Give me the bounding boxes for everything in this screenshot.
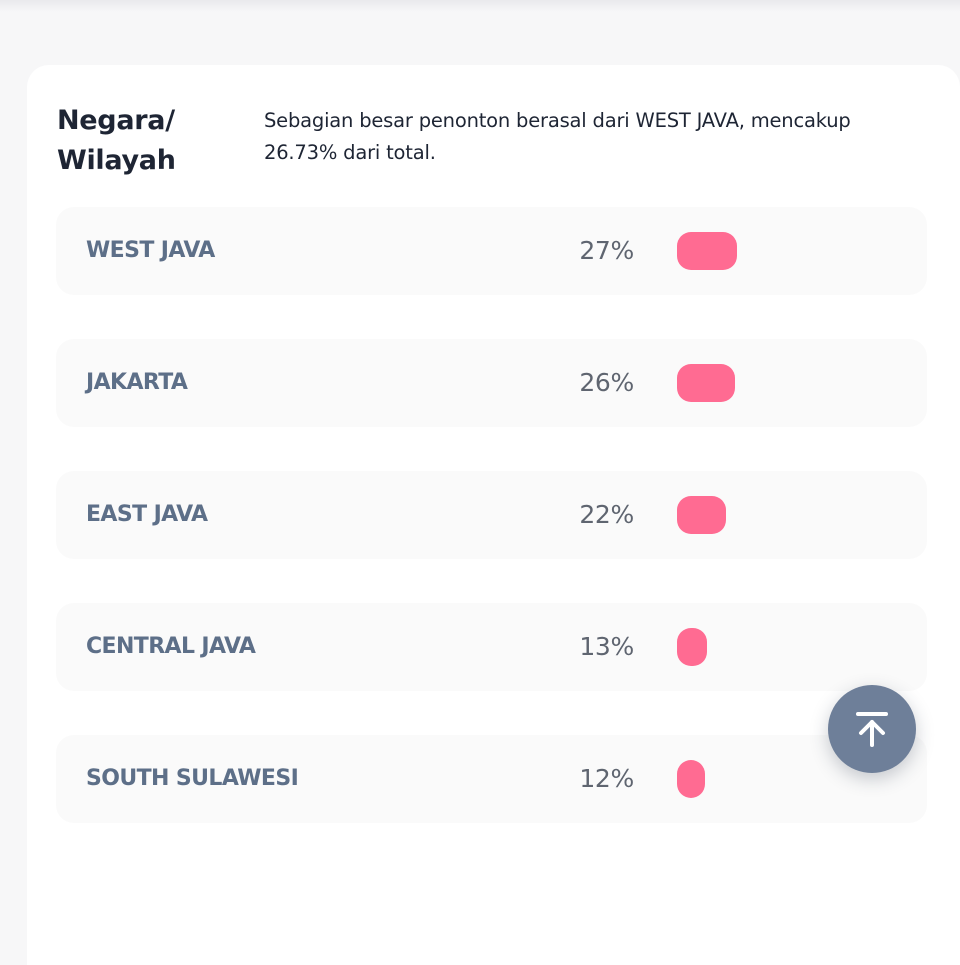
region-label: JAKARTA — [86, 370, 188, 395]
region-bar-track — [677, 628, 897, 666]
region-percent: 27% — [579, 236, 634, 265]
region-row: EAST JAVA 22% — [56, 471, 927, 559]
region-bar-track — [677, 364, 897, 402]
region-list: WEST JAVA 27% JAKARTA 26% EAST JAVA 22% … — [56, 207, 927, 867]
summary-text: Sebagian besar penonton berasal dari WES… — [264, 109, 851, 164]
region-bar-track — [677, 232, 897, 270]
region-label: EAST JAVA — [86, 502, 208, 527]
region-label: CENTRAL JAVA — [86, 634, 256, 659]
region-bar — [677, 628, 708, 666]
region-bar-track — [677, 496, 897, 534]
region-row: JAKARTA 26% — [56, 339, 927, 427]
section-title: Negara/ Wilayah — [57, 105, 176, 176]
region-label: SOUTH SULAWESI — [86, 766, 299, 791]
region-percent: 22% — [579, 500, 634, 529]
region-bar — [677, 760, 705, 798]
region-percent: 12% — [579, 764, 634, 793]
region-card: Negara/ Wilayah Sebagian besar penonton … — [27, 65, 960, 965]
region-label: WEST JAVA — [86, 238, 215, 263]
region-row: SOUTH SULAWESI 12% — [56, 735, 927, 823]
scroll-to-top-button[interactable] — [828, 685, 916, 773]
arrow-up-to-line-icon — [856, 712, 888, 747]
region-bar-track — [677, 760, 897, 798]
region-row: CENTRAL JAVA 13% — [56, 603, 927, 691]
top-shadow — [0, 0, 960, 12]
region-bar — [677, 232, 737, 270]
region-row: WEST JAVA 27% — [56, 207, 927, 295]
region-percent: 26% — [579, 368, 634, 397]
region-bar — [677, 496, 727, 534]
region-percent: 13% — [579, 632, 634, 661]
region-bar — [677, 364, 735, 402]
